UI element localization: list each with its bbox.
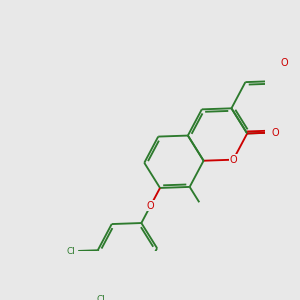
Text: O: O: [271, 128, 279, 137]
Text: Cl: Cl: [96, 295, 105, 300]
Text: O: O: [281, 58, 288, 68]
Text: Cl: Cl: [66, 247, 75, 256]
Text: O: O: [230, 155, 237, 165]
Text: O: O: [147, 201, 154, 211]
